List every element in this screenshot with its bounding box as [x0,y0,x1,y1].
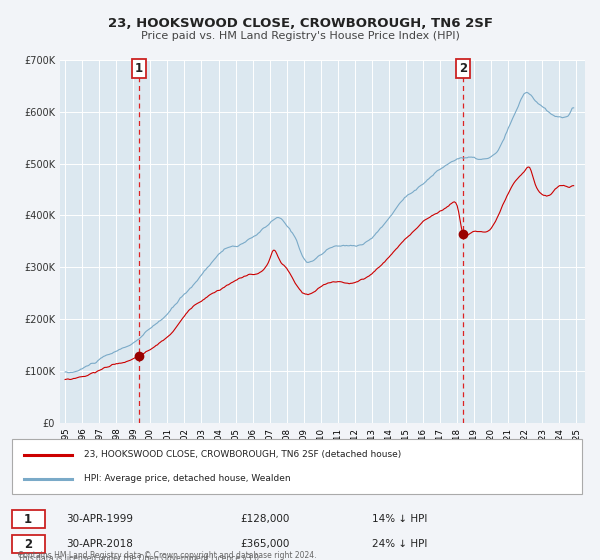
Text: Price paid vs. HM Land Registry's House Price Index (HPI): Price paid vs. HM Land Registry's House … [140,31,460,41]
Text: 30-APR-2018: 30-APR-2018 [66,539,133,549]
Text: 23, HOOKSWOOD CLOSE, CROWBOROUGH, TN6 2SF: 23, HOOKSWOOD CLOSE, CROWBOROUGH, TN6 2S… [107,17,493,30]
FancyBboxPatch shape [12,439,582,494]
Text: 1: 1 [24,512,32,525]
Text: This data is licensed under the Open Government Licence v3.0.: This data is licensed under the Open Gov… [18,554,262,560]
Text: 24% ↓ HPI: 24% ↓ HPI [372,539,427,549]
FancyBboxPatch shape [12,510,45,528]
Text: 30-APR-1999: 30-APR-1999 [66,514,133,524]
Text: £128,000: £128,000 [240,514,289,524]
FancyBboxPatch shape [12,535,45,553]
Text: 1: 1 [135,62,143,74]
Text: 23, HOOKSWOOD CLOSE, CROWBOROUGH, TN6 2SF (detached house): 23, HOOKSWOOD CLOSE, CROWBOROUGH, TN6 2S… [84,450,401,459]
Text: Contains HM Land Registry data © Crown copyright and database right 2024.: Contains HM Land Registry data © Crown c… [18,550,317,559]
Text: 2: 2 [24,538,32,550]
Text: 14% ↓ HPI: 14% ↓ HPI [372,514,427,524]
Text: 2: 2 [459,62,467,74]
Text: £365,000: £365,000 [240,539,289,549]
Text: HPI: Average price, detached house, Wealden: HPI: Average price, detached house, Weal… [84,474,290,483]
